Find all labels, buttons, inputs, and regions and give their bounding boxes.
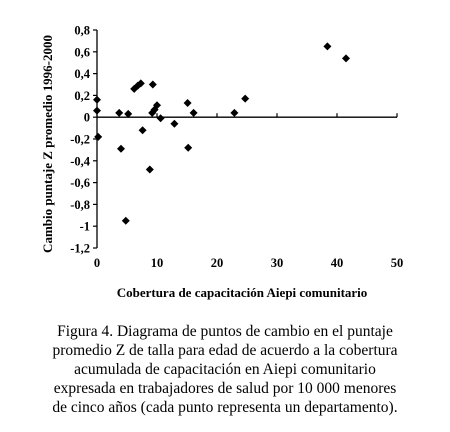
caption-line: promedio Z de talla para edad de acuerdo… [52, 342, 398, 359]
y-axis-title: Cambio puntaje Z promedio 1996-2000 [40, 35, 55, 253]
data-point [342, 54, 350, 63]
data-point [148, 80, 157, 89]
data-point [230, 108, 239, 117]
data-point [323, 42, 332, 51]
caption-line: Figura 4. Diagrama de puntos de cambio e… [57, 323, 393, 340]
y-tick-label: 0 [84, 111, 90, 125]
data-point [138, 126, 147, 135]
y-tick-label: 0,4 [74, 67, 90, 81]
x-tick-label: 40 [331, 256, 344, 270]
x-tick-label: 10 [151, 256, 164, 270]
data-point [117, 144, 125, 153]
data-point [124, 109, 133, 118]
caption-line: expresada en trabajadores de salud por 1… [53, 380, 397, 397]
scatter-chart: 0,8 0,6 0,4 0,2 0 -0,2 -0,4 -0,6 -0,8 -1 -1,2 0 10 2… [40, 24, 403, 301]
y-tick-label: 0,6 [74, 45, 90, 59]
data-point [184, 143, 193, 152]
data-point [156, 114, 165, 123]
data-point [145, 165, 154, 174]
y-tick-label: -1 [80, 220, 90, 234]
data-point [94, 132, 103, 141]
data-point [241, 94, 250, 103]
data-point [153, 101, 161, 110]
data-point [183, 99, 192, 108]
x-tick-label: 50 [391, 256, 404, 270]
data-point [93, 106, 101, 115]
data-point [121, 216, 130, 225]
data-point [170, 119, 179, 128]
caption-line: acumulada de capacitación en Aiepi comun… [74, 361, 376, 378]
caption-line: de cinco años (cada punto representa un … [52, 399, 398, 416]
x-axis-ticks: 0 10 20 30 40 50 [94, 113, 403, 270]
y-tick-label: -0,4 [70, 154, 91, 168]
y-tick-label: -0,8 [70, 198, 90, 212]
x-tick-label: 20 [211, 256, 224, 270]
figure-caption: Figura 4. Diagrama de puntos de cambio e… [4, 322, 446, 417]
data-point [136, 79, 145, 88]
data-point [93, 95, 101, 104]
y-axis-ticks: 0,8 0,6 0,4 0,2 0 -0,2 -0,4 -0,6 -0,8 -1 -1,2 [70, 24, 97, 256]
y-tick-label: 0,2 [74, 89, 90, 103]
y-tick-label: -0,2 [70, 133, 90, 147]
y-tick-label: -1,2 [70, 242, 90, 256]
data-point [115, 108, 124, 117]
data-points [93, 42, 350, 225]
x-axis-title: Cobertura de capacitación Aiepi comunita… [117, 285, 368, 300]
x-tick-label: 0 [94, 256, 100, 270]
y-tick-label: 0,8 [74, 24, 90, 38]
data-point [189, 108, 198, 117]
y-tick-label: -0,6 [70, 176, 90, 190]
x-tick-label: 30 [271, 256, 284, 270]
